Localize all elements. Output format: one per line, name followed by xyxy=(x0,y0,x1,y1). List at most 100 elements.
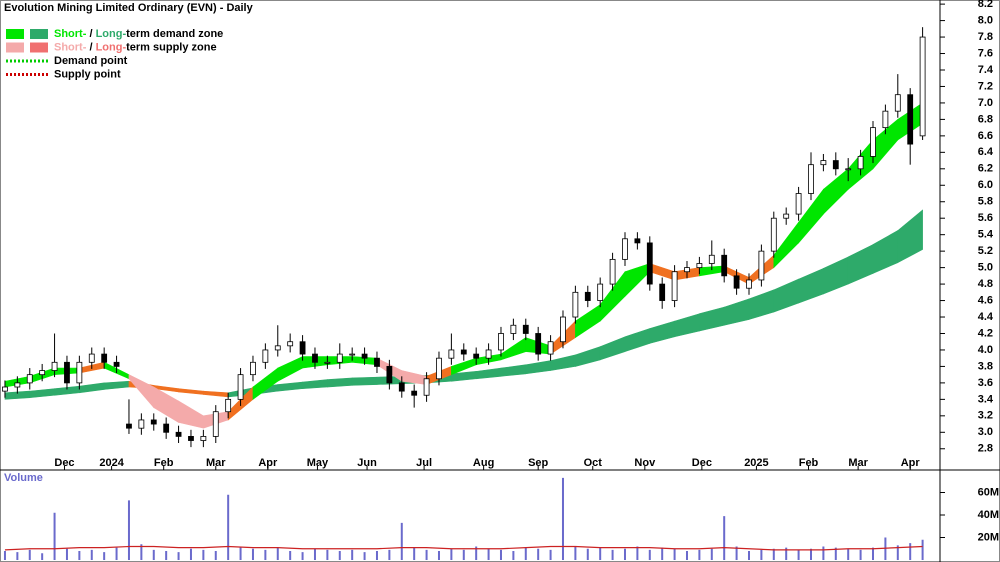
legend-sep: / xyxy=(86,28,95,40)
candle-body xyxy=(721,254,728,277)
volume-bar xyxy=(78,551,81,560)
volume-bar xyxy=(313,548,316,560)
candle-body xyxy=(262,349,269,363)
volume-bar xyxy=(524,547,527,560)
volume-bar xyxy=(487,548,490,560)
candle-body xyxy=(485,349,492,359)
axes: 2.8 3.0 3.2 3.4 3.6 3.8 4.0 4.2 4.4 4.6 4.8 5.0 5.2 5… xyxy=(54,0,999,543)
candle-body xyxy=(584,291,591,301)
volume-average xyxy=(4,545,923,551)
y-tick-label: 3.6 xyxy=(978,377,993,389)
x-tick-label: 2024 xyxy=(99,457,124,469)
candle-body xyxy=(150,419,157,425)
candle-body xyxy=(212,411,219,437)
candle-body xyxy=(336,353,343,363)
candle-body xyxy=(535,333,542,355)
volume-bar xyxy=(574,546,577,560)
volume-bar xyxy=(673,548,676,560)
candle-body xyxy=(349,353,356,356)
volume-bar xyxy=(28,549,31,560)
volume-bar xyxy=(326,549,329,560)
volume-bar xyxy=(475,546,478,560)
x-tick-label: Feb xyxy=(799,457,819,469)
volume-bar xyxy=(53,512,56,560)
legend-swatch xyxy=(6,42,24,53)
volume-bar xyxy=(685,551,688,560)
y-tick-label: 8.2 xyxy=(978,0,993,10)
volume-bar xyxy=(413,547,416,560)
y-tick-label: 4.4 xyxy=(978,311,994,323)
volume-bar xyxy=(797,549,800,560)
volume-bar xyxy=(375,551,378,560)
y-tick-label: 5.8 xyxy=(978,196,993,208)
volume-bar xyxy=(115,547,118,560)
candle-body xyxy=(299,341,306,355)
candle-body xyxy=(746,279,752,289)
x-tick-label: Sep xyxy=(528,457,548,469)
candle-body xyxy=(894,94,901,112)
volume-bar xyxy=(41,553,44,560)
x-tick-label: May xyxy=(307,457,329,469)
volume-bar xyxy=(710,548,713,560)
volume-bar xyxy=(723,516,726,560)
y-tick-label: 6.6 xyxy=(978,130,993,142)
candle-body xyxy=(126,423,132,429)
candle-body xyxy=(696,263,703,269)
candle-body xyxy=(473,353,480,359)
y-tick-label: 7.8 xyxy=(978,31,993,43)
volume-bar xyxy=(363,552,366,560)
candle-body xyxy=(919,36,926,137)
candle-body xyxy=(237,374,244,400)
volume-bar xyxy=(648,549,651,560)
volume-bar xyxy=(388,549,391,560)
y-tick-label: 7.6 xyxy=(978,47,993,59)
candle-body xyxy=(659,283,666,301)
candle-body xyxy=(783,213,790,219)
candle-body xyxy=(522,324,529,334)
x-tick-label: Aug xyxy=(473,457,494,469)
candle-body xyxy=(423,378,430,396)
long-zone xyxy=(351,376,378,386)
candle-body xyxy=(560,316,566,343)
y-tick-label: 7.0 xyxy=(978,97,993,109)
legend-swatch xyxy=(30,42,48,53)
volume-bar xyxy=(462,549,465,560)
candle-body xyxy=(857,156,864,170)
volume-bar xyxy=(822,546,825,560)
volume-tick-label: 20M xyxy=(978,531,999,543)
y-tick-label: 6.8 xyxy=(978,113,993,125)
y-tick-label: 6.0 xyxy=(978,179,993,191)
volume-bar xyxy=(661,547,664,560)
x-tick-label: Feb xyxy=(154,457,174,469)
candle-body xyxy=(386,366,393,384)
candle-body xyxy=(175,431,182,437)
y-tick-label: 7.2 xyxy=(978,80,993,92)
x-tick-label: Nov xyxy=(634,457,656,469)
volume-bar xyxy=(103,552,106,560)
volume-bar xyxy=(909,543,912,560)
volume-bar xyxy=(847,548,850,560)
legend-short: Short- xyxy=(54,41,87,53)
volume-bar xyxy=(636,546,639,560)
candles xyxy=(2,27,926,448)
volume-tick-label: 40M xyxy=(978,509,999,521)
volume-tick-label: 60M xyxy=(978,486,999,498)
candle-body xyxy=(808,164,814,194)
volume-bar xyxy=(3,551,6,560)
legend-long: Long- xyxy=(96,41,127,53)
volume-bar xyxy=(177,552,180,560)
volume-bar xyxy=(189,548,192,560)
candle-body xyxy=(671,271,678,301)
candle-body xyxy=(547,341,554,355)
volume-bar xyxy=(760,549,763,560)
y-tick-label: 5.0 xyxy=(978,262,993,274)
legend-sep: / xyxy=(86,41,95,53)
volume-panel xyxy=(3,477,924,560)
candle-body xyxy=(39,370,46,376)
chart-title: Evolution Mining Limited Ordinary (EVN) … xyxy=(4,2,254,14)
candle-body xyxy=(398,382,405,392)
volume-bar xyxy=(809,548,812,560)
y-tick-label: 5.4 xyxy=(978,229,994,241)
x-tick-label: Mar xyxy=(848,457,868,469)
